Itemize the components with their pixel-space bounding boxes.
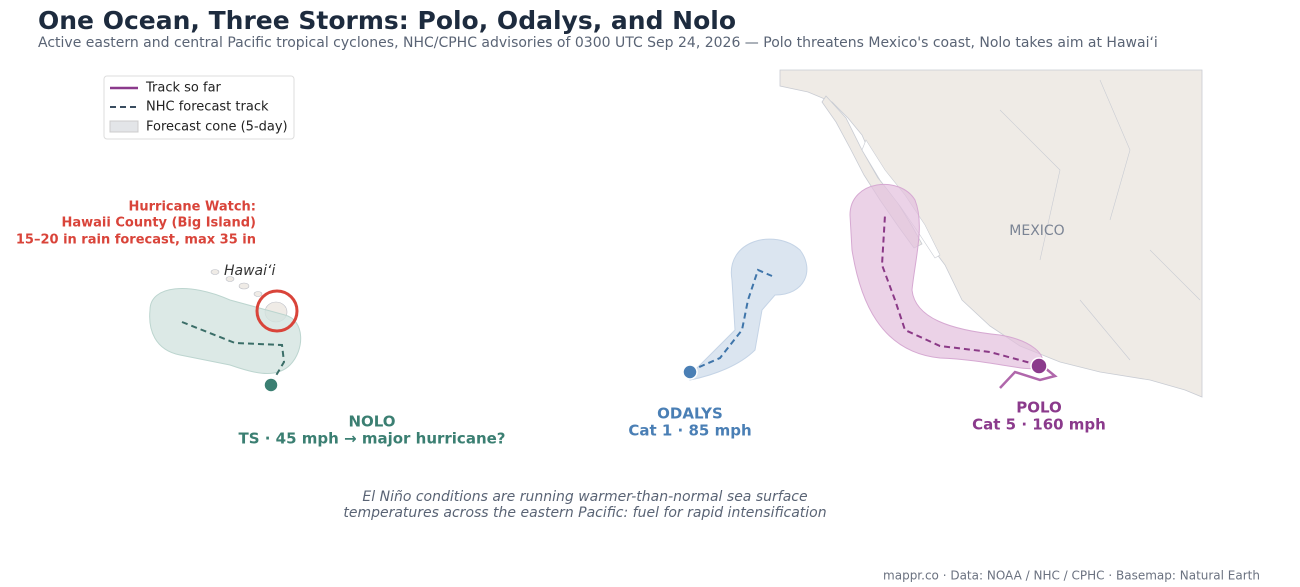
place-label: Hawaiʻi	[224, 263, 275, 279]
alert-line: Hawaii County (Big Island)	[61, 216, 256, 231]
note: El Niño conditions are running warmer-th…	[362, 489, 807, 505]
storm-name: ODALYS	[657, 405, 723, 423]
nolo-marker	[263, 377, 279, 393]
storm-name: NOLO	[348, 413, 395, 431]
alert-line: Hurricane Watch:	[128, 200, 256, 215]
alert-line: 15–20 in rain forecast, max 35 in	[16, 233, 256, 248]
polo-marker	[1030, 357, 1048, 375]
nolo-cone	[149, 288, 302, 374]
polo-cone	[849, 184, 1043, 370]
title: One Ocean, Three Storms: Polo, Odalys, a…	[38, 6, 736, 35]
credit: mappr.co · Data: NOAA / NHC / CPHC · Bas…	[883, 569, 1260, 583]
place-label: MEXICO	[1009, 223, 1064, 239]
legend-cone-swatch	[109, 120, 139, 133]
storm-detail: Cat 1 · 85 mph	[628, 422, 751, 440]
legend: Track so far NHC forecast track Forecast…	[103, 75, 295, 140]
state-borders	[999, 79, 1201, 361]
legend-label: Forecast cone (5-day)	[146, 120, 288, 135]
storm-detail: TS · 45 mph → major hurricane?	[238, 430, 505, 448]
legend-label: NHC forecast track	[146, 100, 269, 115]
big-island-alert-ring	[255, 289, 299, 333]
storm-name: POLO	[1016, 399, 1062, 417]
nolo-forecast-track	[181, 321, 286, 385]
subtitle: Active eastern and central Pacific tropi…	[38, 35, 1158, 51]
odalys-forecast-track	[689, 268, 773, 372]
odalys-marker	[682, 364, 698, 380]
note: temperatures across the eastern Pacific:…	[343, 505, 826, 521]
storm-detail: Cat 5 · 160 mph	[972, 416, 1106, 434]
odalys-cone	[689, 238, 808, 381]
legend-label: Track so far	[145, 81, 222, 96]
